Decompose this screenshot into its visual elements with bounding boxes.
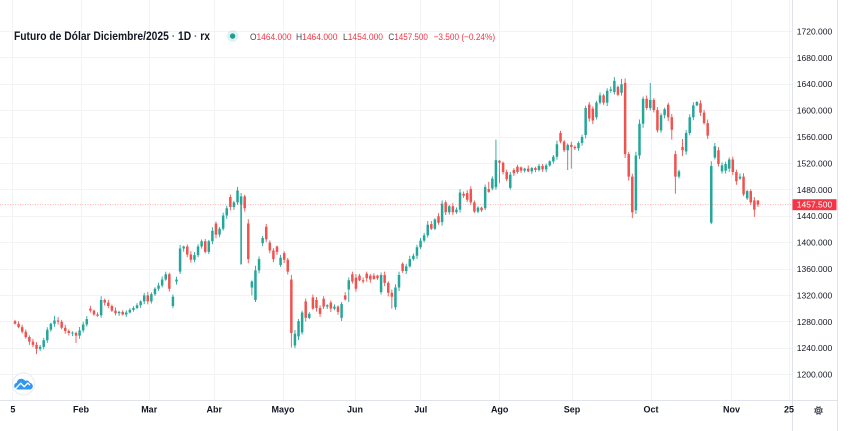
svg-text:1680.000: 1680.000 <box>797 53 833 63</box>
svg-text:Futuro de Dólar Diciembre/2025: Futuro de Dólar Diciembre/2025 · 1D · rx <box>14 29 210 43</box>
svg-text:Oct: Oct <box>643 405 658 415</box>
svg-text:1640.000: 1640.000 <box>797 79 833 89</box>
svg-text:1240.000: 1240.000 <box>797 343 833 353</box>
svg-text:Sep: Sep <box>564 405 581 415</box>
svg-text:Mayo: Mayo <box>271 405 295 415</box>
svg-text:1720.000: 1720.000 <box>797 26 833 36</box>
svg-text:1400.000: 1400.000 <box>797 238 833 248</box>
svg-text:Jul: Jul <box>414 405 427 415</box>
svg-text:1560.000: 1560.000 <box>797 132 833 142</box>
svg-text:1320.000: 1320.000 <box>797 290 833 300</box>
svg-text:1520.000: 1520.000 <box>797 158 833 168</box>
svg-text:Jun: Jun <box>347 405 363 415</box>
svg-text:1200.000: 1200.000 <box>797 370 833 380</box>
svg-text:1457.500: 1457.500 <box>797 200 833 210</box>
svg-text:Feb: Feb <box>73 405 90 415</box>
svg-text:H1464.000: H1464.000 <box>296 32 338 43</box>
svg-text:25: 25 <box>784 405 794 415</box>
svg-text:1360.000: 1360.000 <box>797 264 833 274</box>
svg-text:1480.000: 1480.000 <box>797 185 833 195</box>
svg-text:−3.500 (−0.24%): −3.500 (−0.24%) <box>434 32 496 43</box>
svg-text:C1457.500: C1457.500 <box>388 32 428 43</box>
svg-text:5: 5 <box>10 405 15 415</box>
svg-text:Abr: Abr <box>207 405 223 415</box>
svg-text:1440.000: 1440.000 <box>797 211 833 221</box>
svg-text:Mar: Mar <box>141 405 158 415</box>
svg-text:Nov: Nov <box>723 405 740 415</box>
svg-text:O1464.000: O1464.000 <box>250 32 292 43</box>
svg-text:Ago: Ago <box>491 405 509 415</box>
svg-text:1600.000: 1600.000 <box>797 106 833 116</box>
svg-text:L1454.000: L1454.000 <box>343 32 383 43</box>
svg-text:1280.000: 1280.000 <box>797 317 833 327</box>
